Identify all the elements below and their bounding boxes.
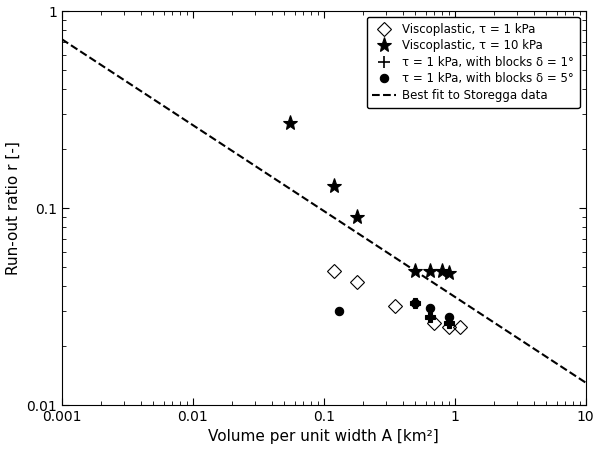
X-axis label: Volume per unit width A [km²]: Volume per unit width A [km²] xyxy=(208,429,439,445)
Legend: Viscoplastic, τ = 1 kPa, Viscoplastic, τ = 10 kPa, τ = 1 kPa, with blocks δ = 1°: Viscoplastic, τ = 1 kPa, Viscoplastic, τ… xyxy=(367,17,580,108)
Y-axis label: Run-out ratio r [-]: Run-out ratio r [-] xyxy=(5,141,20,275)
